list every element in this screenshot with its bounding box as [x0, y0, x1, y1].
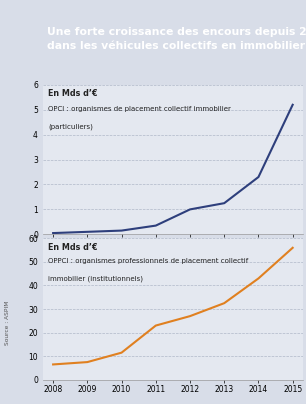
Text: OPPCI : organismes professionnels de placement collectif: OPPCI : organismes professionnels de pla… — [48, 258, 248, 264]
Text: Source : ASPIM: Source : ASPIM — [5, 301, 10, 345]
Text: En Mds d’€: En Mds d’€ — [48, 89, 98, 98]
Text: Une forte croissance des encours depuis 2011
dans les véhicules collectifs en im: Une forte croissance des encours depuis … — [47, 27, 306, 50]
Text: immobilier (institutionnels): immobilier (institutionnels) — [48, 275, 143, 282]
Text: (particuliers): (particuliers) — [48, 124, 93, 130]
Text: OPCI : organismes de placement collectif immobilier: OPCI : organismes de placement collectif… — [48, 106, 231, 112]
Text: En Mds d’€: En Mds d’€ — [48, 242, 98, 252]
